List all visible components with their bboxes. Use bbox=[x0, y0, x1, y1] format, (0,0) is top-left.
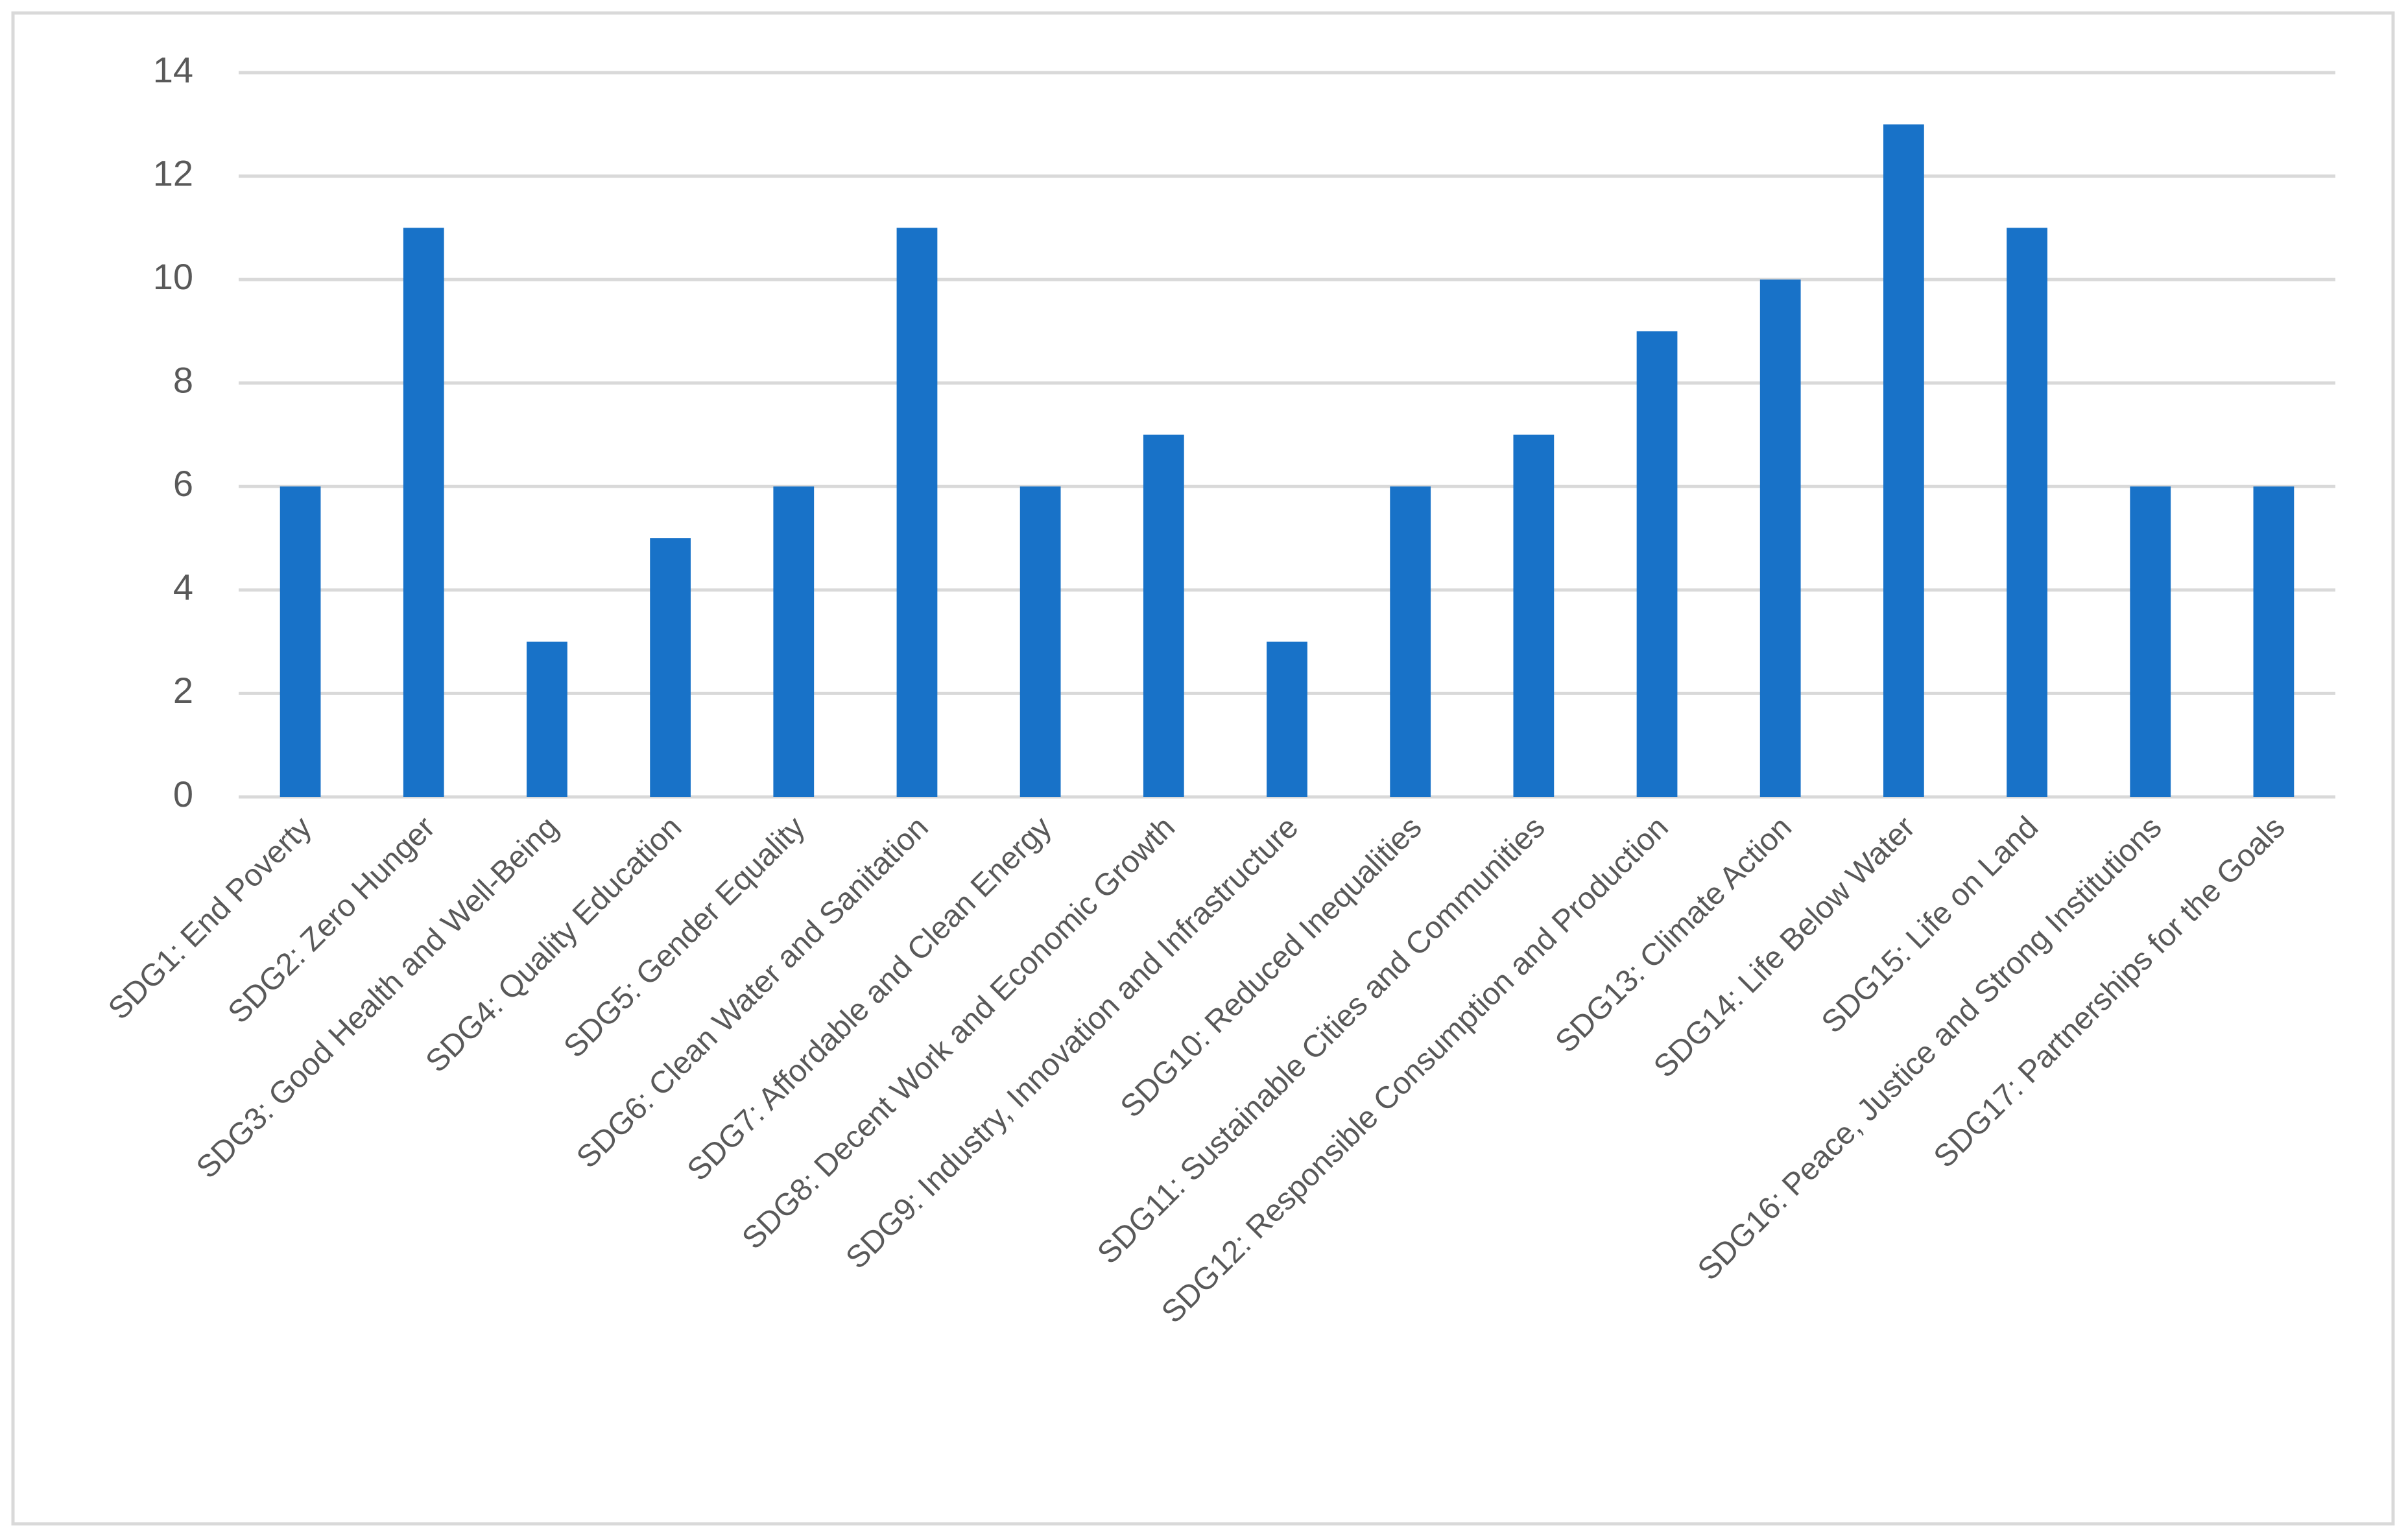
y-tick-label: 8 bbox=[173, 360, 193, 401]
bar bbox=[1267, 641, 1307, 797]
y-tick-label: 10 bbox=[153, 256, 193, 297]
y-tick-label: 0 bbox=[173, 774, 193, 814]
bar bbox=[773, 486, 815, 797]
bar bbox=[1143, 434, 1184, 797]
bar bbox=[2130, 486, 2171, 797]
bar bbox=[280, 486, 321, 797]
bar bbox=[403, 228, 444, 797]
y-tick-label: 6 bbox=[173, 463, 193, 504]
bar bbox=[896, 228, 938, 797]
y-tick-label: 14 bbox=[153, 49, 193, 90]
bar bbox=[1636, 331, 1678, 797]
bar bbox=[1759, 279, 1801, 798]
bar bbox=[1513, 434, 1555, 797]
bar bbox=[1883, 124, 1924, 797]
bar bbox=[527, 641, 567, 797]
bar bbox=[1390, 486, 1431, 797]
bar bbox=[2007, 228, 2047, 797]
y-tick-label: 12 bbox=[153, 152, 193, 193]
bar bbox=[2253, 486, 2295, 797]
y-tick-label: 4 bbox=[173, 567, 193, 608]
bar bbox=[650, 538, 691, 797]
y-tick-label: 2 bbox=[173, 670, 193, 711]
bar bbox=[1019, 486, 1061, 797]
